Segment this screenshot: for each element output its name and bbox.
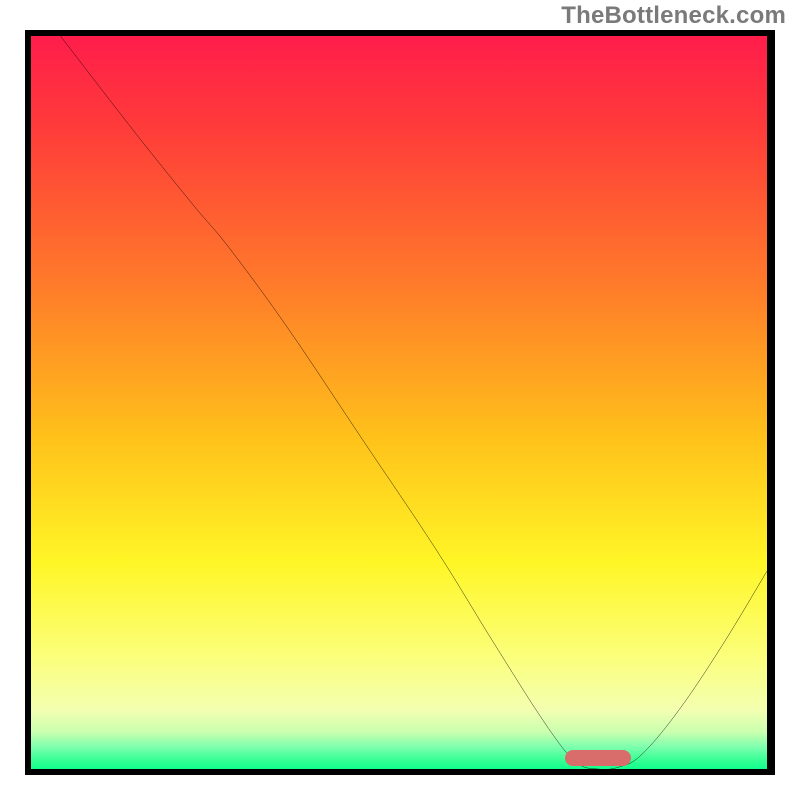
trough-marker — [565, 750, 631, 767]
plot-area — [25, 30, 775, 775]
curve-layer — [31, 36, 767, 769]
chart-root: TheBottleneck.com — [0, 0, 800, 800]
bottleneck-curve — [60, 36, 767, 769]
watermark-text: TheBottleneck.com — [561, 2, 786, 30]
